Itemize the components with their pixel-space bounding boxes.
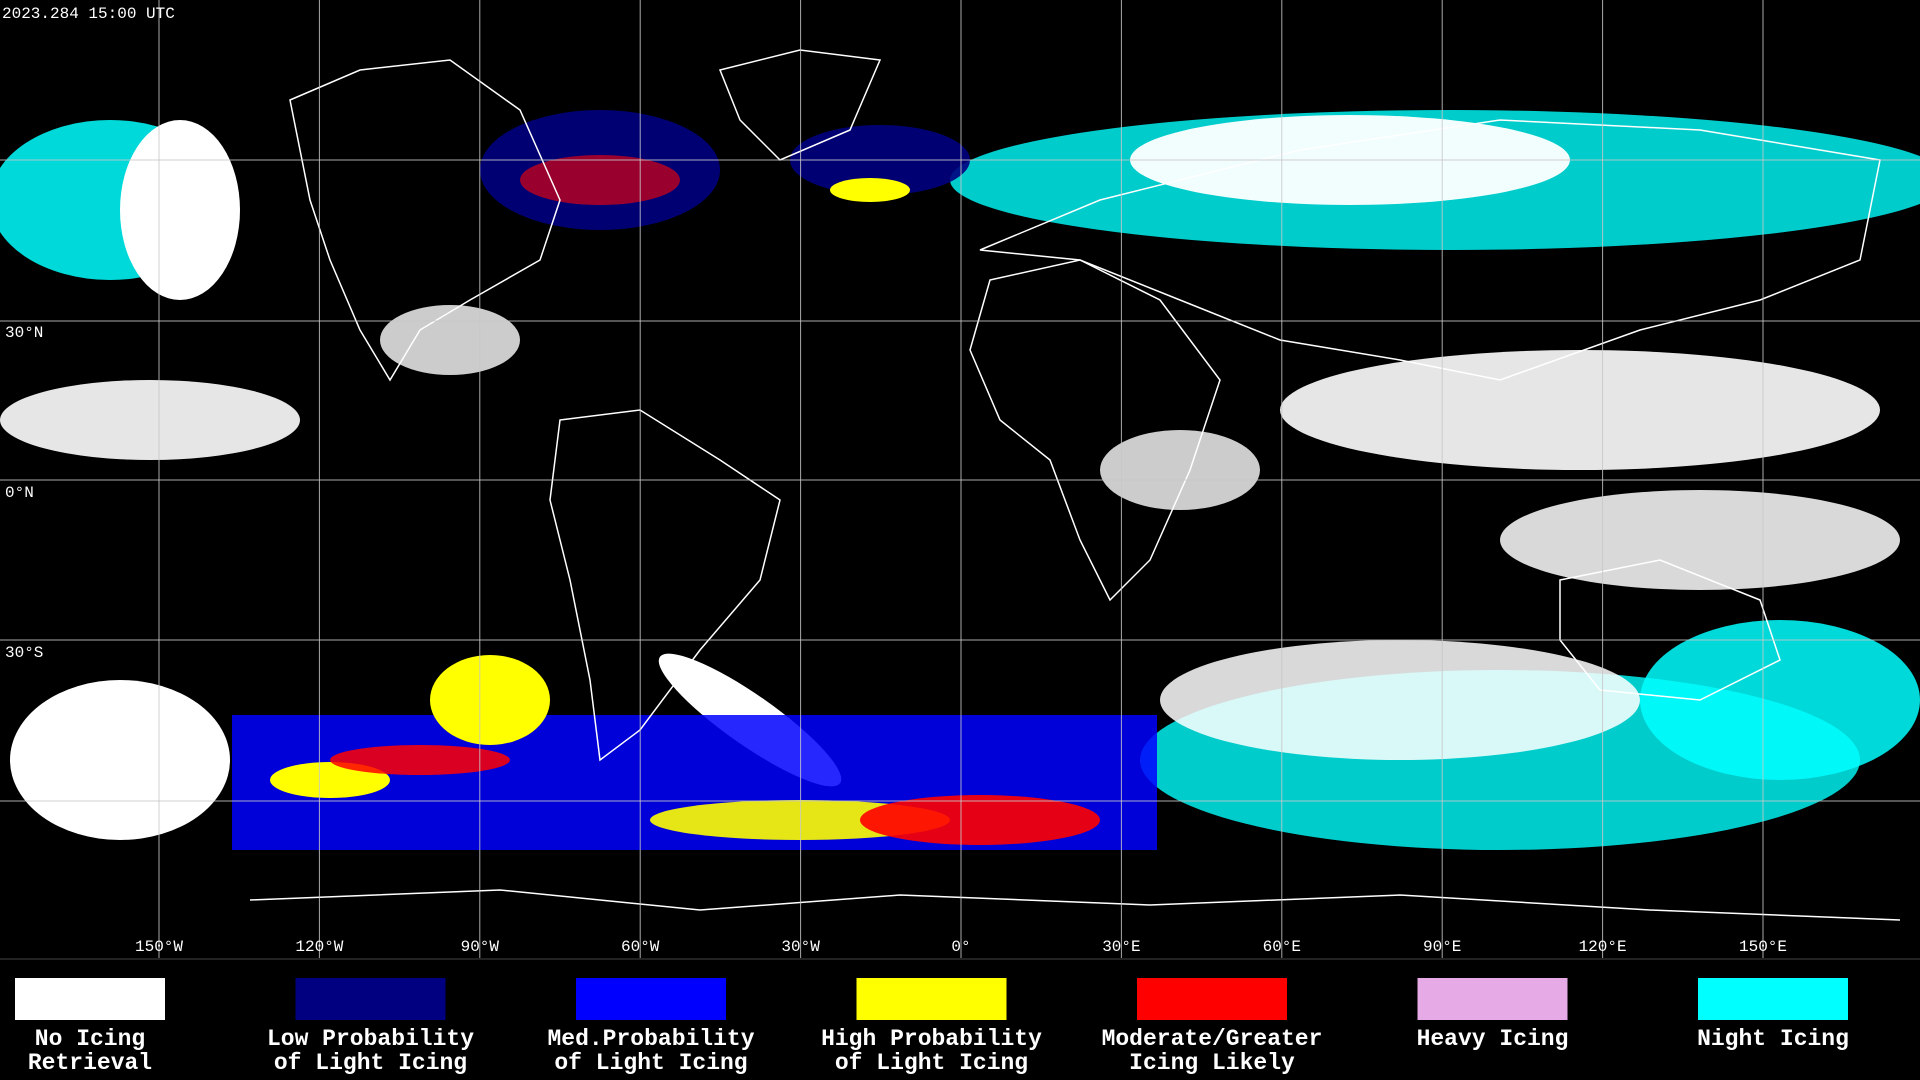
- coastline: [718, 49, 882, 161]
- longitude-label: 120°E: [1579, 938, 1627, 956]
- longitude-label: 60°W: [621, 938, 660, 956]
- legend-label: No Icing: [35, 1026, 145, 1052]
- legend-label: Retrieval: [28, 1050, 152, 1076]
- legend-swatch: [1698, 978, 1848, 1020]
- moderate-icing-area: [860, 795, 1100, 845]
- coastline: [289, 59, 561, 382]
- legend-swatch: [15, 978, 165, 1020]
- longitude-label: 90°W: [461, 938, 500, 956]
- moderate-icing-area: [330, 745, 510, 775]
- legend-label: Night Icing: [1697, 1026, 1849, 1052]
- legend-label: Med.Probability: [547, 1026, 754, 1052]
- legend-label: Icing Likely: [1129, 1050, 1295, 1076]
- longitude-label: 150°W: [135, 938, 183, 956]
- coastline: [249, 889, 1901, 921]
- legend-label: Low Probability: [267, 1026, 474, 1052]
- coastline: [979, 119, 1881, 381]
- longitude-label: 120°W: [295, 938, 343, 956]
- coastlines: [249, 49, 1901, 921]
- coastline: [969, 259, 1221, 602]
- timestamp: 2023.284 15:00 UTC: [2, 5, 175, 23]
- high-icing-area: [830, 178, 910, 202]
- cloud: [1280, 350, 1880, 470]
- high-icing-area: [430, 655, 550, 745]
- cloud: [380, 305, 520, 375]
- cloud: [1100, 430, 1260, 510]
- legend-swatch: [856, 978, 1007, 1020]
- legend-label: of Light Icing: [835, 1050, 1028, 1076]
- night-icing-area: [1640, 620, 1920, 780]
- coastline: [549, 409, 781, 762]
- longitude-label: 0°: [951, 938, 970, 956]
- longitude-label: 30°E: [1102, 938, 1140, 956]
- legend-label: of Light Icing: [554, 1050, 747, 1076]
- legend-swatch: [1137, 978, 1287, 1020]
- cloud: [0, 380, 300, 460]
- latitude-label: 30°S: [5, 644, 43, 662]
- legend-label: of Light Icing: [274, 1050, 467, 1076]
- legend-label: Heavy Icing: [1417, 1026, 1569, 1052]
- longitude-label: 60°E: [1263, 938, 1301, 956]
- latitude-label: 0°N: [5, 484, 34, 502]
- longitude-label: 90°E: [1423, 938, 1461, 956]
- cloud: [120, 120, 240, 300]
- graticule: 150°W 120°W 90°W 60°W 30°W 0° 30°E 60°E 90°E 120°…: [0, 0, 1920, 958]
- legend-swatch: [1417, 978, 1568, 1020]
- latitude-label: 30°N: [5, 324, 43, 342]
- legend-swatch: [295, 978, 446, 1020]
- satellite-imagery: [0, 110, 1920, 850]
- cloud: [1500, 490, 1900, 590]
- legend-swatch: [576, 978, 726, 1020]
- longitude-label: 150°E: [1739, 938, 1787, 956]
- coastline: [1559, 559, 1781, 701]
- legend-label: Moderate/Greater: [1102, 1026, 1323, 1052]
- legend-label: High Probability: [821, 1026, 1042, 1052]
- cloud: [1160, 640, 1640, 760]
- longitude-label: 30°W: [781, 938, 820, 956]
- cloud: [10, 680, 230, 840]
